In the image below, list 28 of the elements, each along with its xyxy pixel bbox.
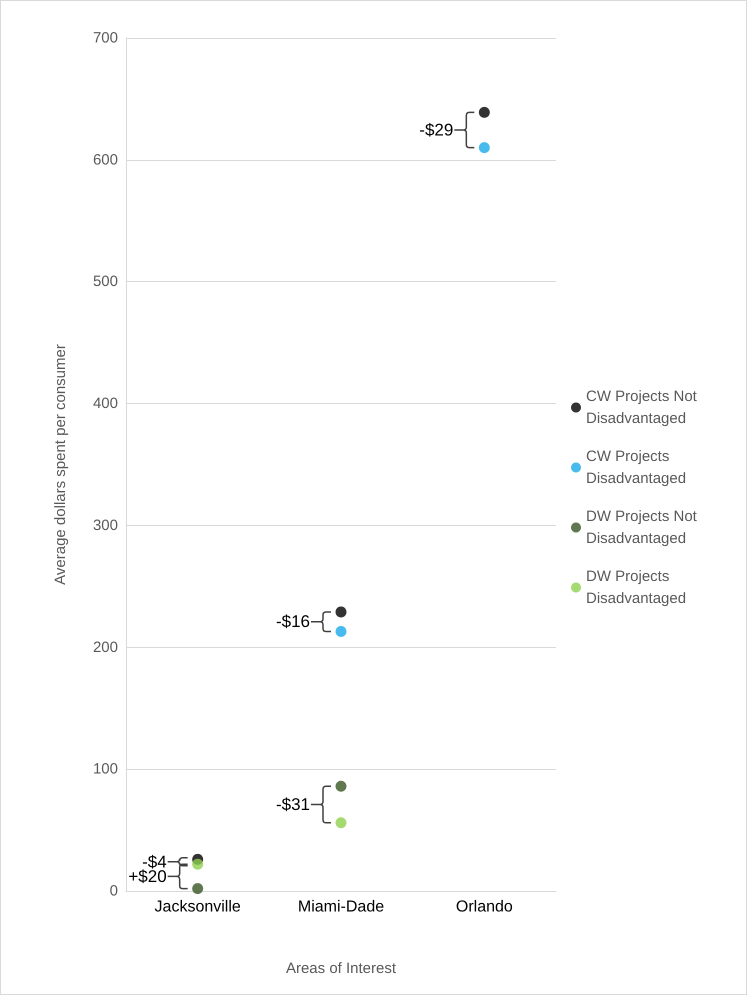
y-tick-label: 0 [110,882,118,900]
x-tick-label: Jacksonville [154,898,241,916]
legend-label: CW Projects Not Disadvantaged [586,388,702,427]
legend-label: DW Projects Not Disadvantaged [586,508,702,547]
point [192,858,204,870]
point [478,106,490,118]
x-tick-label: Miami-Dade [298,898,384,916]
point [478,142,490,154]
annotation: -$16 [276,612,310,632]
y-tick-label: 100 [92,760,118,778]
point [336,626,346,637]
point [192,883,204,894]
legend-label: CW Projects Disadvantaged [586,448,686,487]
y-tick-label: 300 [92,516,118,534]
annotation: -$31 [276,794,310,814]
y-tick-label: 600 [92,151,118,168]
x-axis-title: Areas of Interest [286,960,397,977]
x-tick-label: Orlando [456,898,513,916]
y-axis-title: Average dollars spent per consumer [52,344,69,585]
legend-label: DW Projects Disadvantaged [586,568,686,607]
y-tick-label: 500 [92,273,118,290]
y-tick-label: 700 [92,30,118,46]
point [336,817,346,828]
annotation: -$29 [419,120,454,140]
point [336,606,346,618]
y-tick-label: 400 [92,395,118,412]
y-tick-label: 200 [92,638,118,656]
point [336,780,346,792]
